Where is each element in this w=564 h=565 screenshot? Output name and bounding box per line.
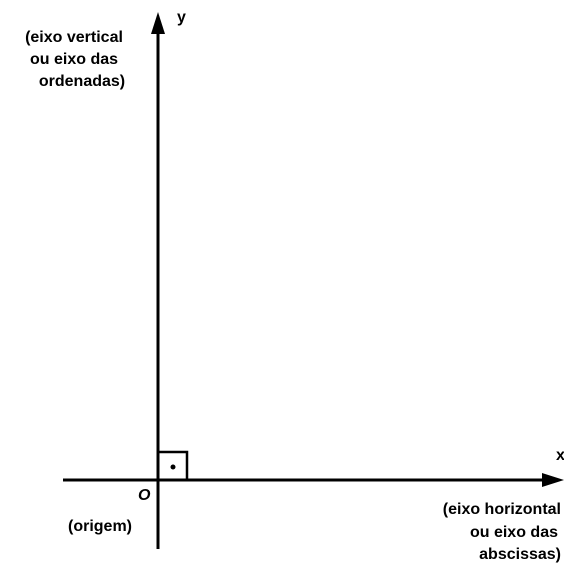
- x-description: abscissas): [479, 546, 561, 563]
- x-axis-arrow: [542, 473, 564, 487]
- x-description: (eixo horizontal: [443, 501, 561, 518]
- origin-description: (origem): [68, 518, 132, 535]
- y-axis-arrow: [151, 12, 165, 34]
- y-description: ou eixo das: [30, 51, 118, 68]
- x-description: ou eixo das: [470, 524, 558, 541]
- right-angle-dot: [170, 464, 176, 470]
- y-description: ordenadas): [39, 73, 125, 90]
- right-angle-marker: [158, 450, 189, 480]
- y-label: y: [177, 9, 186, 26]
- y-description: (eixo vertical: [25, 29, 123, 46]
- origin-label: O: [138, 487, 151, 504]
- x-label: x: [556, 447, 564, 464]
